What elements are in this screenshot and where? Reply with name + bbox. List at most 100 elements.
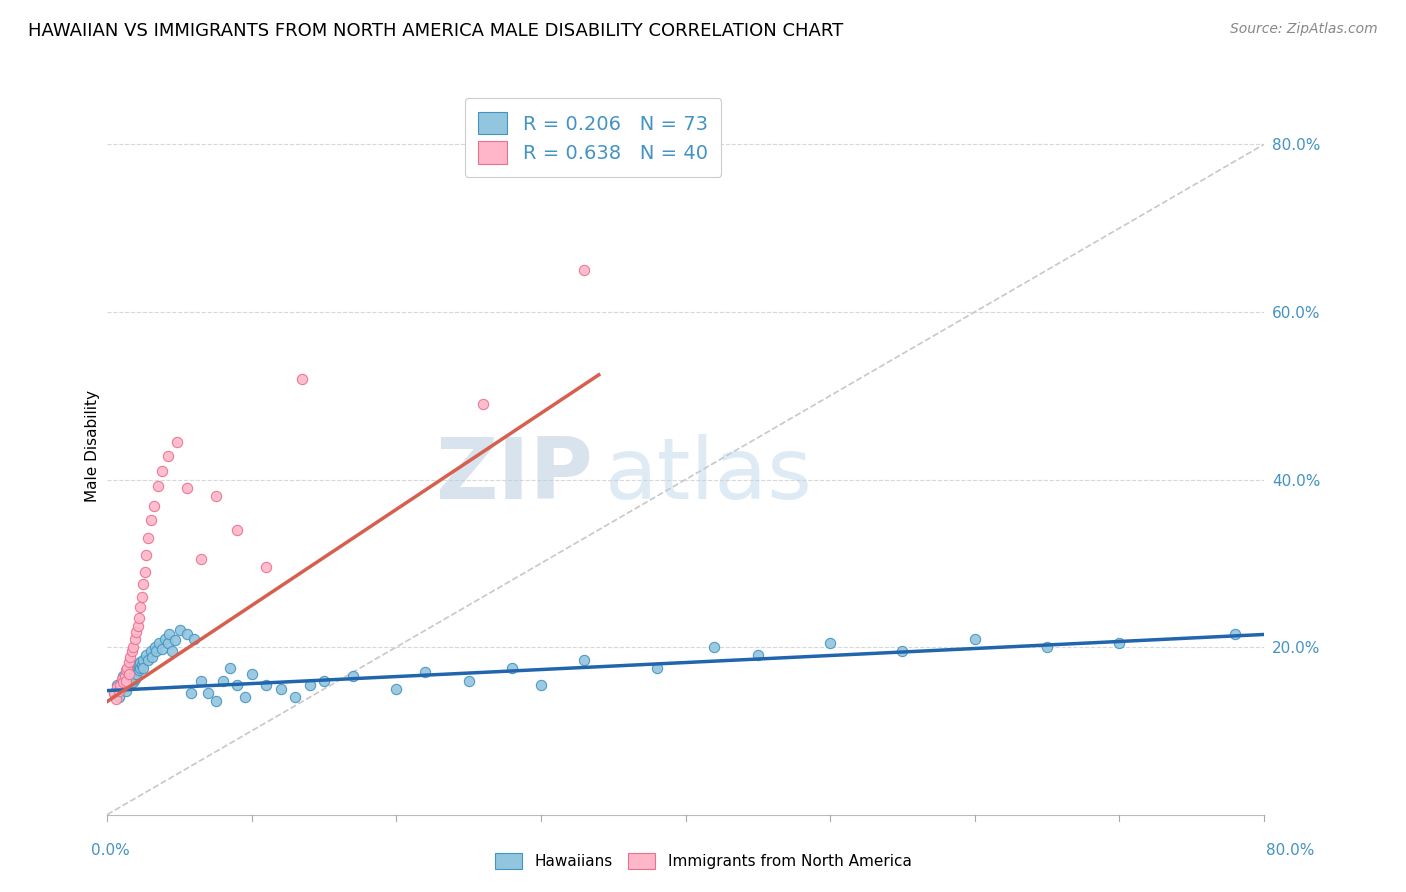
Point [115,673,138,688]
Point [204,694,226,708]
Point [124,632,146,646]
Point [254,560,277,574]
Point [166,434,188,449]
Point [111,672,134,686]
Point [141,650,163,665]
Point [176,627,198,641]
Point [105,680,128,694]
Point [162,644,184,658]
Point [129,661,152,675]
Point [204,489,226,503]
Point [114,678,136,692]
Point [457,673,479,688]
Point [153,632,176,646]
Point [127,658,149,673]
Point [150,464,173,478]
Point [118,678,141,692]
Text: 0.0%: 0.0% [91,843,131,858]
Point [165,633,187,648]
Point [176,481,198,495]
Point [112,675,135,690]
Point [108,690,131,705]
Legend: R = 0.206   N = 73, R = 0.638   N = 40: R = 0.206 N = 73, R = 0.638 N = 40 [464,98,721,178]
Point [136,652,159,666]
Point [183,632,205,646]
Point [115,683,138,698]
Point [129,599,152,614]
Point [128,657,150,671]
Point [156,449,179,463]
Point [122,665,145,680]
Point [125,666,148,681]
Point [118,655,141,669]
Point [103,686,125,700]
Point [121,669,143,683]
Point [118,665,141,680]
Point [180,686,202,700]
Point [111,681,134,696]
Point [574,652,596,666]
Point [385,681,408,696]
Point [342,669,364,683]
Point [254,678,277,692]
Point [115,673,138,688]
Point [108,683,131,698]
Point [212,673,235,688]
Point [219,661,242,675]
Point [169,624,191,638]
Point [132,661,155,675]
Point [818,636,841,650]
Point [125,661,148,675]
Point [114,669,136,683]
Point [270,681,292,696]
Point [131,590,153,604]
Point [501,661,523,675]
Point [472,397,495,411]
Point [148,636,170,650]
Point [156,636,179,650]
Point [128,611,150,625]
Point [226,678,249,692]
Text: Source: ZipAtlas.com: Source: ZipAtlas.com [1230,22,1378,37]
Point [645,661,668,675]
Point [574,263,596,277]
Text: ZIP: ZIP [436,434,593,517]
Point [120,678,142,692]
Point [117,661,139,675]
Point [142,500,165,514]
Point [120,650,142,665]
Point [104,692,127,706]
Point [747,648,769,663]
Point [115,664,138,678]
Point [157,627,180,641]
Text: 80.0%: 80.0% [1267,843,1315,858]
Point [112,669,135,683]
Point [150,641,173,656]
Point [197,686,219,700]
Point [122,675,145,690]
Point [415,665,437,680]
Point [291,372,314,386]
Point [314,673,336,688]
Point [139,513,162,527]
Point [139,644,162,658]
Point [122,640,145,654]
Point [703,640,725,654]
Point [132,577,155,591]
Point [1223,627,1246,641]
Point [110,678,132,692]
Point [963,632,986,646]
Point [233,690,256,705]
Point [1036,640,1059,654]
Point [284,690,307,705]
Point [530,678,553,692]
Legend: Hawaiians, Immigrants from North America: Hawaiians, Immigrants from North America [488,847,918,875]
Point [127,619,149,633]
Point [190,673,212,688]
Y-axis label: Male Disability: Male Disability [86,390,100,502]
Point [132,652,155,666]
Point [134,565,156,579]
Point [190,552,212,566]
Point [121,644,143,658]
Point [105,678,128,692]
